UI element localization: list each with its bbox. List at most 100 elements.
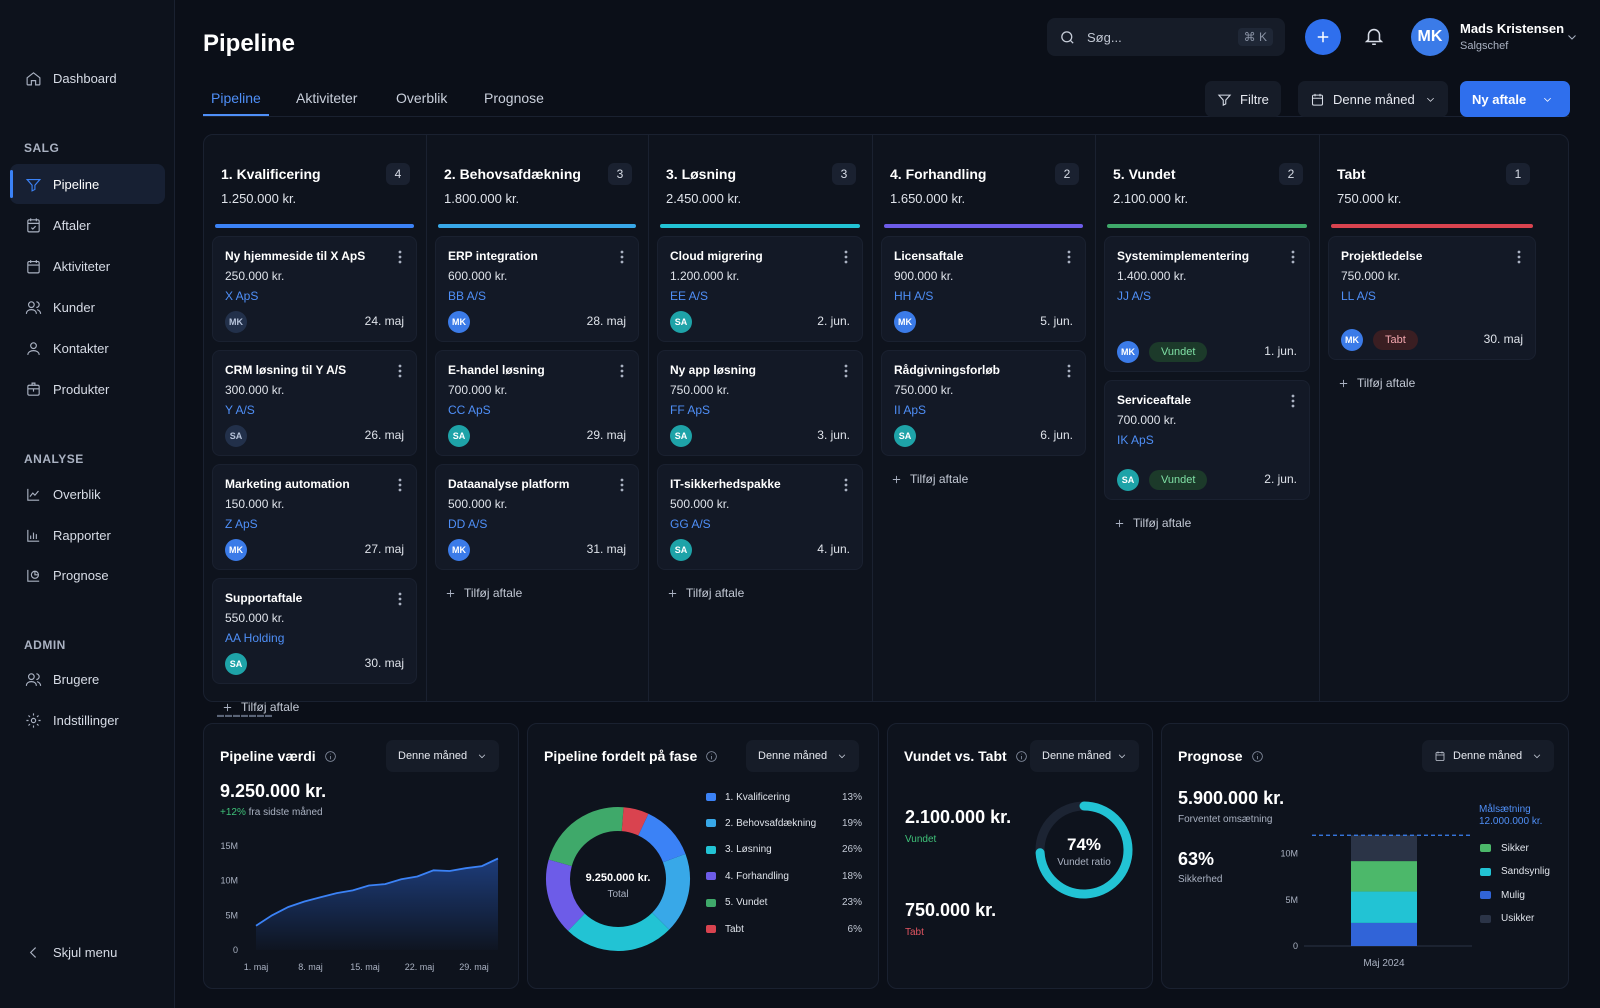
more-options-icon[interactable] <box>1287 249 1299 265</box>
deal-company-link[interactable]: FF ApS <box>670 403 711 417</box>
notifications-button[interactable] <box>1363 25 1387 49</box>
collapse-menu-button[interactable]: Skjul menu <box>10 932 165 972</box>
period-dropdown[interactable]: Denne måned <box>1030 740 1140 772</box>
period-dropdown[interactable]: Denne måned <box>1422 740 1555 772</box>
board-scrollbar[interactable]: ▬▬▬▬▬▬▬ <box>217 712 273 719</box>
sidebar-item-kontakter[interactable]: Kontakter <box>10 328 165 368</box>
deal-card[interactable]: E-handel løsning 700.000 kr. CC ApS SA 29. m… <box>435 350 639 456</box>
deal-card[interactable]: Licensaftale 900.000 kr. HH A/S MK 5. jun. <box>881 236 1086 342</box>
deal-company-link[interactable]: II ApS <box>894 403 927 417</box>
add-deal-button[interactable]: Tilføj aftale <box>1114 516 1191 530</box>
new-deal-button[interactable]: Ny aftale <box>1460 81 1570 117</box>
more-options-icon[interactable] <box>1063 363 1075 379</box>
deal-card[interactable]: Ny app løsning 750.000 kr. FF ApS SA 3. jun. <box>657 350 863 456</box>
more-options-icon[interactable] <box>616 249 628 265</box>
assignee-avatar: SA <box>225 653 247 675</box>
more-options-icon[interactable] <box>394 477 406 493</box>
legend-label: 3. Løsning <box>725 844 772 856</box>
deal-company-link[interactable]: HH A/S <box>894 289 934 303</box>
sidebar-item-rapporter[interactable]: Rapporter <box>10 515 165 555</box>
donut-slice[interactable] <box>568 912 670 951</box>
more-options-icon[interactable] <box>1063 249 1075 265</box>
sidebar-item-overblik[interactable]: Overblik <box>10 474 165 514</box>
more-options-icon[interactable] <box>840 249 852 265</box>
sidebar-item-kunder[interactable]: Kunder <box>10 287 165 327</box>
deal-card[interactable]: CRM løsning til Y A/S 300.000 kr. Y A/S SA 2… <box>212 350 417 456</box>
deal-company-link[interactable]: IK ApS <box>1117 433 1154 447</box>
period-dropdown[interactable]: Denne måned <box>746 740 860 772</box>
user-name[interactable]: Mads Kristensen <box>1460 21 1565 36</box>
sidebar-item-prognose[interactable]: Prognose <box>10 555 165 595</box>
more-options-icon[interactable] <box>840 477 852 493</box>
user-menu-chevron[interactable] <box>1566 30 1578 48</box>
filter-button[interactable]: Filtre <box>1205 81 1281 117</box>
quick-add-button[interactable] <box>1305 19 1341 55</box>
sidebar-item-produkter[interactable]: Produkter <box>10 369 165 409</box>
tab-pipeline[interactable]: Pipeline <box>211 90 261 106</box>
info-icon[interactable] <box>324 750 337 763</box>
add-deal-button[interactable]: Tilføj aftale <box>1338 376 1415 390</box>
user-avatar[interactable]: MK <box>1411 18 1449 56</box>
sidebar-item-brugere[interactable]: Brugere <box>10 659 165 699</box>
more-options-icon[interactable] <box>1513 249 1525 265</box>
info-icon[interactable] <box>1251 750 1264 763</box>
deal-card[interactable]: Marketing automation 150.000 kr. Z ApS MK 27… <box>212 464 417 570</box>
forecast-bar-segment[interactable] <box>1351 922 1417 946</box>
donut-slice[interactable] <box>548 807 624 867</box>
donut-slice[interactable] <box>637 813 686 863</box>
more-options-icon[interactable] <box>394 249 406 265</box>
forecast-bar-segment[interactable] <box>1351 835 1417 862</box>
deal-company-link[interactable]: JJ A/S <box>1117 289 1152 303</box>
more-options-icon[interactable] <box>394 363 406 379</box>
period-dropdown[interactable]: Denne måned <box>386 740 500 772</box>
deal-card[interactable]: Serviceaftale 700.000 kr. IK ApS SA Vundet 2.… <box>1104 380 1310 500</box>
tab-overblik[interactable]: Overblik <box>396 90 448 106</box>
sidebar-item-indstillinger[interactable]: Indstillinger <box>10 700 165 740</box>
tab-prognose[interactable]: Prognose <box>484 90 544 106</box>
more-options-icon[interactable] <box>394 591 406 607</box>
forecast-bar-segment[interactable] <box>1351 861 1417 892</box>
more-options-icon[interactable] <box>616 477 628 493</box>
deal-card[interactable]: Dataanalyse platform 500.000 kr. DD A/S MK 3… <box>435 464 639 570</box>
deal-company-link[interactable]: DD A/S <box>448 517 488 531</box>
add-deal-button[interactable]: Tilføj aftale <box>667 586 744 600</box>
sidebar-item-aktiviteter[interactable]: Aktiviteter <box>10 246 165 286</box>
deal-company-link[interactable]: EE A/S <box>670 289 709 303</box>
deal-company-link[interactable]: AA Holding <box>225 631 285 645</box>
deal-card[interactable]: Supportaftale 550.000 kr. AA Holding SA 30. … <box>212 578 417 684</box>
add-deal-button[interactable]: Tilføj aftale <box>222 700 299 714</box>
donut-slice[interactable] <box>546 859 586 931</box>
deal-amount: 700.000 kr. <box>448 383 508 397</box>
add-deal-button[interactable]: Tilføj aftale <box>891 472 968 486</box>
deal-card[interactable]: IT-sikkerhedspakke 500.000 kr. GG A/S SA 4. … <box>657 464 863 570</box>
sidebar-item-aftaler[interactable]: Aftaler <box>10 205 165 245</box>
add-deal-label: Tilføj aftale <box>1357 376 1416 390</box>
deal-company-link[interactable]: LL A/S <box>1341 289 1376 303</box>
info-icon[interactable] <box>705 750 718 763</box>
info-icon[interactable] <box>1015 750 1028 763</box>
deal-company-link[interactable]: Y A/S <box>225 403 255 417</box>
deal-company-link[interactable]: GG A/S <box>670 517 711 531</box>
deal-company-link[interactable]: X ApS <box>225 289 259 303</box>
more-options-icon[interactable] <box>840 363 852 379</box>
forecast-bar-segment[interactable] <box>1351 891 1417 923</box>
deal-card[interactable]: Rådgivningsforløb 750.000 kr. II ApS SA 6. j… <box>881 350 1086 456</box>
more-options-icon[interactable] <box>1287 393 1299 409</box>
deal-card[interactable]: ERP integration 600.000 kr. BB A/S MK 28. ma… <box>435 236 639 342</box>
search-input[interactable]: Søg... ⌘ K <box>1047 18 1285 56</box>
deal-company-link[interactable]: CC ApS <box>448 403 491 417</box>
donut-slice[interactable] <box>651 853 690 930</box>
sidebar-item-pipeline[interactable]: Pipeline <box>10 164 165 204</box>
more-options-icon[interactable] <box>616 363 628 379</box>
tab-aktiviteter[interactable]: Aktiviteter <box>296 90 358 106</box>
period-dropdown[interactable]: Denne måned <box>1298 81 1448 117</box>
sidebar-item-dashboard[interactable]: Dashboard <box>10 58 165 98</box>
deal-card[interactable]: Systemimplementering 1.400.000 kr. JJ A/S M… <box>1104 236 1310 372</box>
donut-slice[interactable] <box>621 807 649 836</box>
deal-company-link[interactable]: BB A/S <box>448 289 487 303</box>
deal-card[interactable]: Ny hjemmeside til X ApS 250.000 kr. X ApS M… <box>212 236 417 342</box>
deal-company-link[interactable]: Z ApS <box>225 517 258 531</box>
deal-card[interactable]: Cloud migrering 1.200.000 kr. EE A/S SA 2. j… <box>657 236 863 342</box>
deal-card[interactable]: Projektledelse 750.000 kr. LL A/S MK Tabt 30.… <box>1328 236 1536 360</box>
add-deal-button[interactable]: Tilføj aftale <box>445 586 522 600</box>
